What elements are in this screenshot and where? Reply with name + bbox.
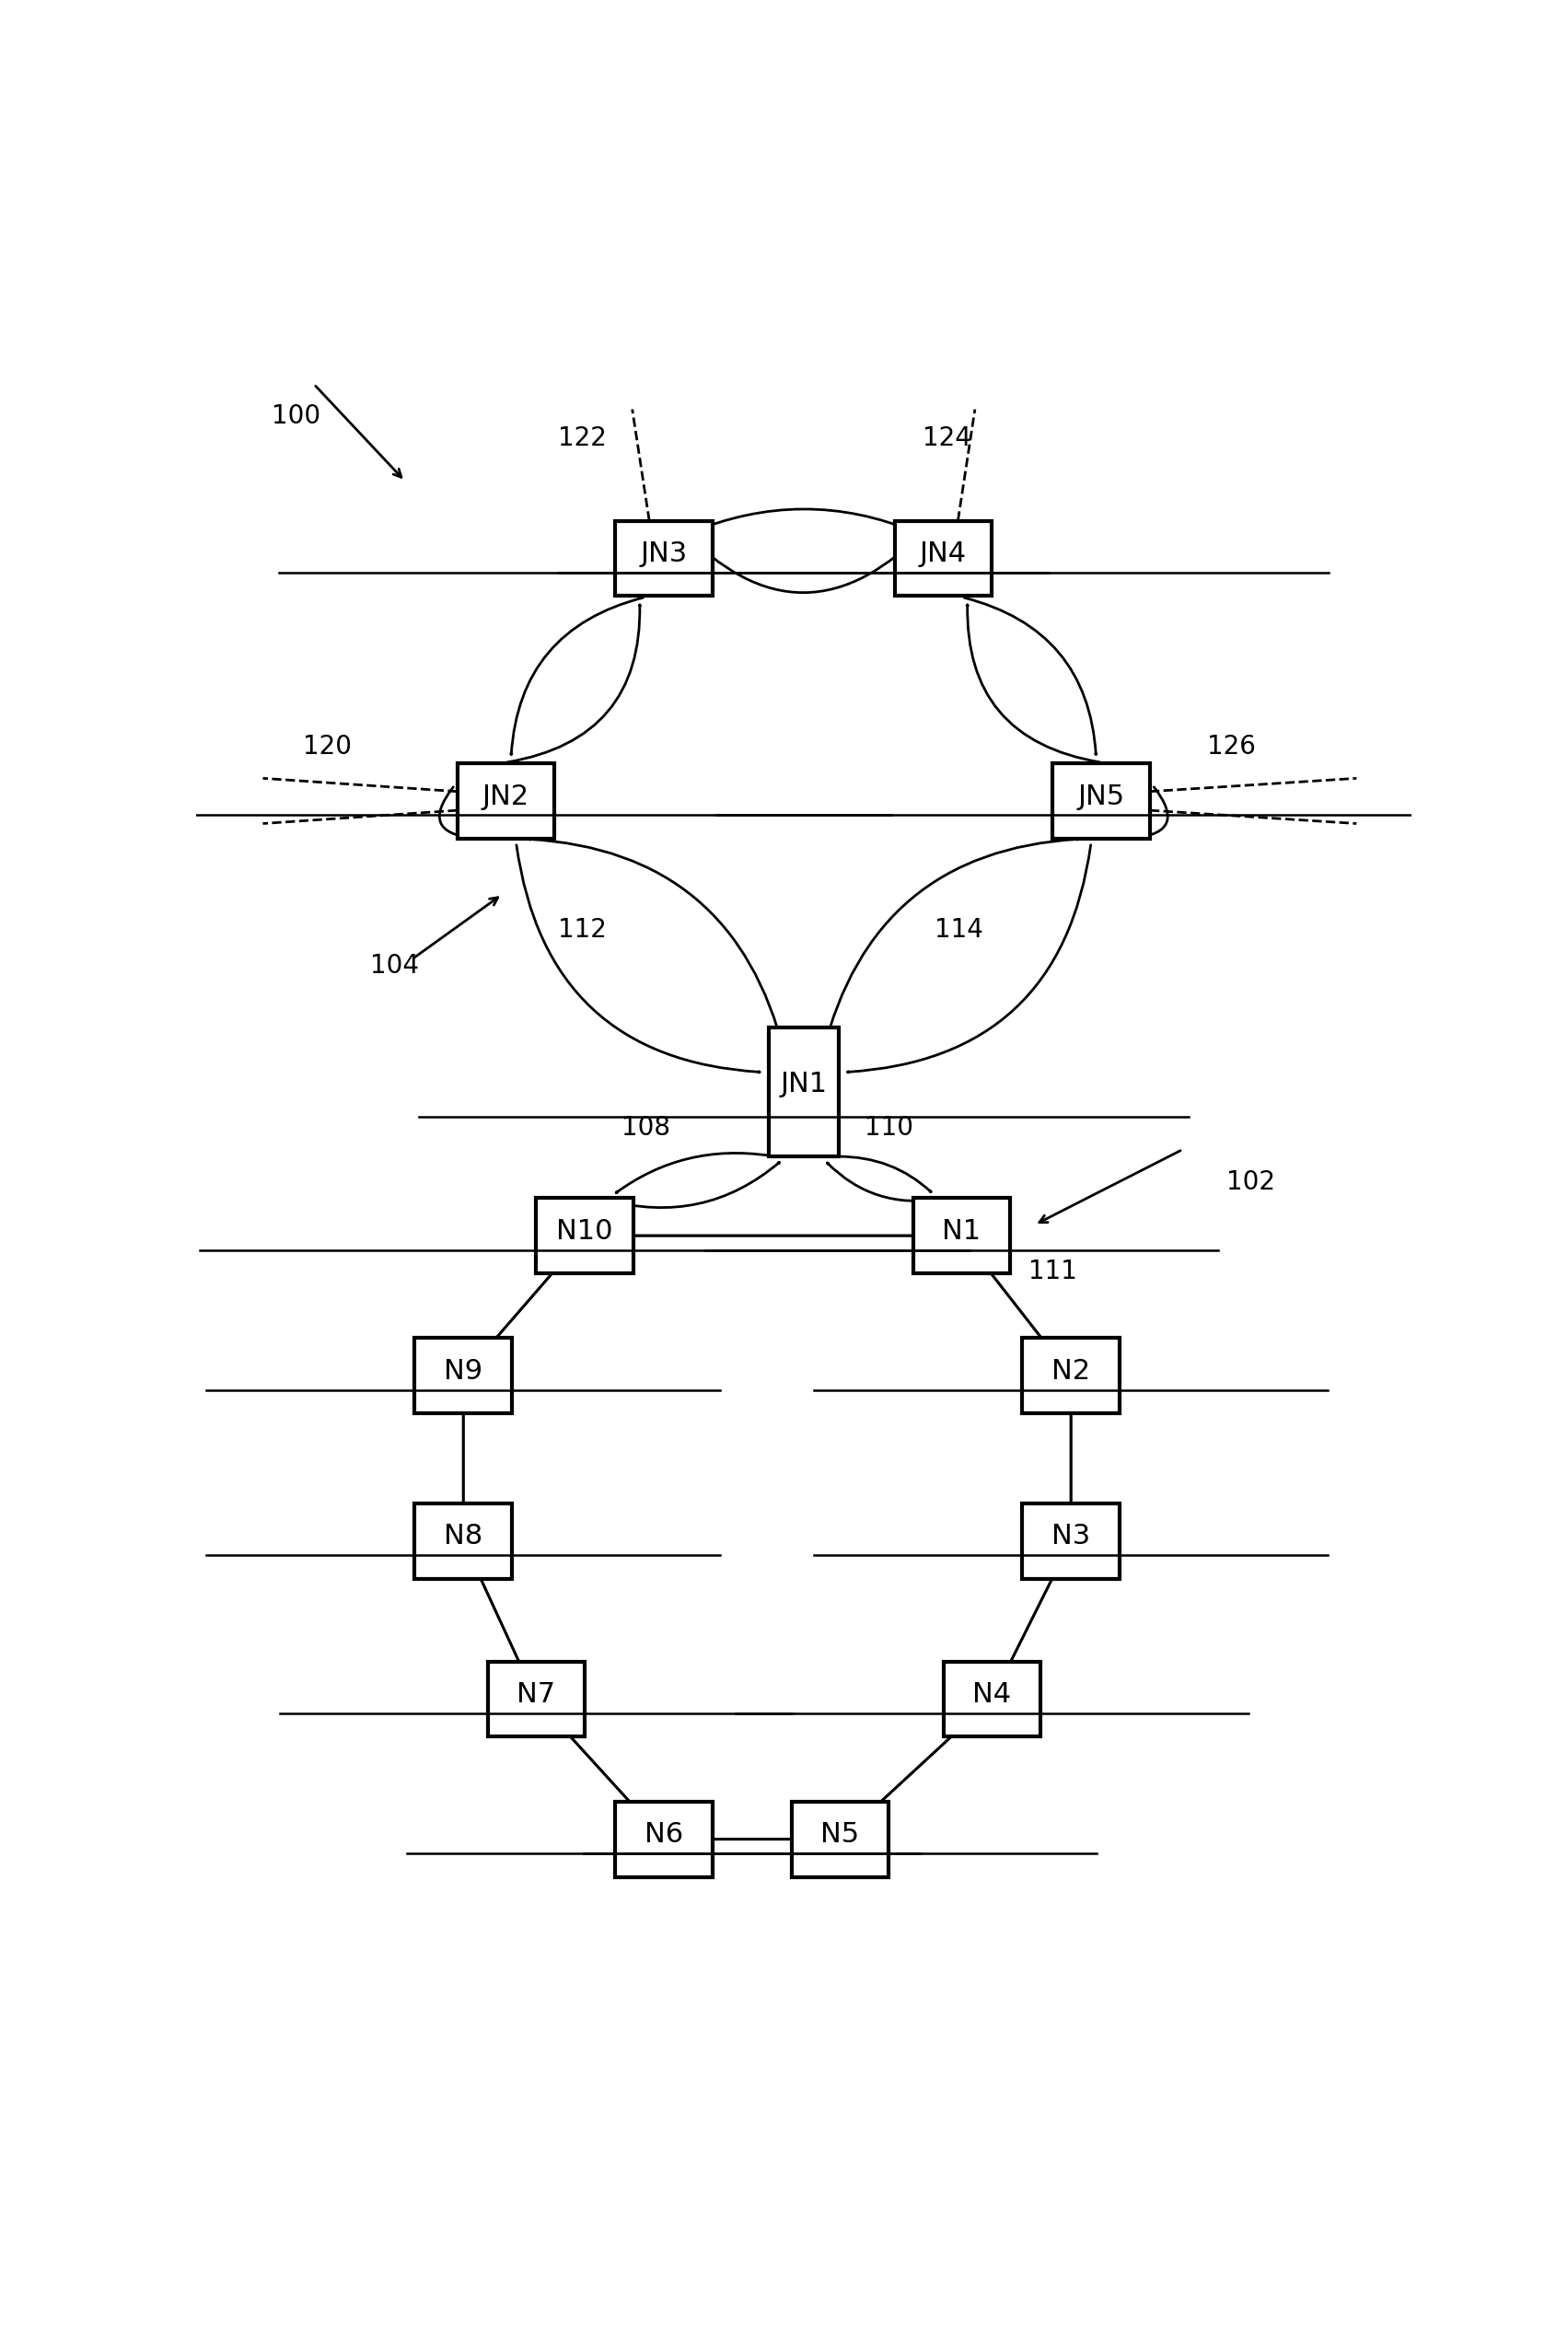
FancyArrowPatch shape	[543, 1705, 659, 1834]
Bar	[458, 763, 555, 838]
Text: JN3: JN3	[640, 541, 687, 567]
Bar	[944, 1661, 1041, 1736]
FancyArrowPatch shape	[469, 1243, 579, 1369]
FancyArrowPatch shape	[828, 1162, 941, 1201]
FancyArrowPatch shape	[657, 530, 682, 548]
FancyArrowPatch shape	[966, 1241, 1065, 1367]
FancyArrowPatch shape	[511, 597, 643, 754]
Text: 111: 111	[1029, 1260, 1077, 1285]
FancyArrowPatch shape	[516, 845, 759, 1073]
FancyArrowPatch shape	[996, 1547, 1068, 1689]
FancyArrowPatch shape	[467, 1549, 533, 1691]
Bar	[768, 1027, 839, 1157]
FancyArrowPatch shape	[847, 1705, 986, 1831]
Bar	[792, 1801, 889, 1878]
FancyArrowPatch shape	[690, 509, 916, 534]
Text: JN1: JN1	[779, 1071, 828, 1097]
Bar	[1022, 1502, 1120, 1579]
FancyArrowPatch shape	[439, 786, 474, 838]
Text: JN2: JN2	[483, 784, 530, 810]
Text: N7: N7	[517, 1682, 555, 1708]
Text: 102: 102	[1226, 1169, 1275, 1194]
Text: 108: 108	[621, 1115, 670, 1141]
Text: 112: 112	[558, 917, 607, 943]
FancyArrowPatch shape	[967, 1243, 1066, 1369]
Bar	[414, 1502, 511, 1579]
Text: N6: N6	[644, 1822, 684, 1848]
FancyArrowPatch shape	[845, 1705, 985, 1834]
Text: 126: 126	[1207, 735, 1256, 761]
FancyArrowPatch shape	[848, 845, 1091, 1073]
Text: N1: N1	[942, 1218, 982, 1243]
Text: 122: 122	[558, 425, 607, 450]
Text: N2: N2	[1052, 1358, 1090, 1383]
Text: 110: 110	[864, 1115, 913, 1141]
FancyArrowPatch shape	[541, 1705, 657, 1831]
Bar	[1052, 763, 1149, 838]
Text: N9: N9	[444, 1358, 483, 1383]
FancyArrowPatch shape	[839, 1157, 931, 1192]
FancyArrowPatch shape	[528, 838, 784, 1055]
Text: 124: 124	[922, 425, 971, 450]
Bar	[1022, 1339, 1120, 1414]
Text: 120: 120	[303, 735, 351, 761]
Bar	[615, 1801, 712, 1878]
FancyArrowPatch shape	[967, 604, 1099, 763]
Bar	[615, 520, 712, 597]
FancyArrowPatch shape	[996, 1549, 1066, 1691]
FancyArrowPatch shape	[508, 604, 640, 763]
FancyArrowPatch shape	[605, 1162, 779, 1208]
Bar	[536, 1197, 633, 1274]
Bar	[414, 1339, 511, 1414]
FancyArrowPatch shape	[1134, 786, 1168, 838]
FancyArrowPatch shape	[679, 525, 930, 593]
Text: N3: N3	[1052, 1523, 1090, 1549]
FancyArrowPatch shape	[616, 1153, 768, 1192]
Text: 114: 114	[935, 917, 983, 943]
Text: N5: N5	[820, 1822, 859, 1848]
Bar	[488, 1661, 585, 1736]
Text: 100: 100	[271, 404, 320, 429]
Text: JN5: JN5	[1077, 784, 1124, 810]
Text: 104: 104	[370, 954, 419, 980]
Bar	[895, 520, 993, 597]
Text: N10: N10	[557, 1218, 613, 1243]
FancyArrowPatch shape	[936, 530, 963, 548]
Text: JN4: JN4	[920, 541, 967, 567]
FancyArrowPatch shape	[467, 1549, 532, 1689]
Bar	[913, 1197, 1010, 1274]
Text: N8: N8	[444, 1523, 483, 1549]
FancyArrowPatch shape	[823, 838, 1079, 1055]
FancyArrowPatch shape	[470, 1241, 580, 1367]
Text: N4: N4	[972, 1682, 1011, 1708]
FancyArrowPatch shape	[964, 597, 1096, 754]
